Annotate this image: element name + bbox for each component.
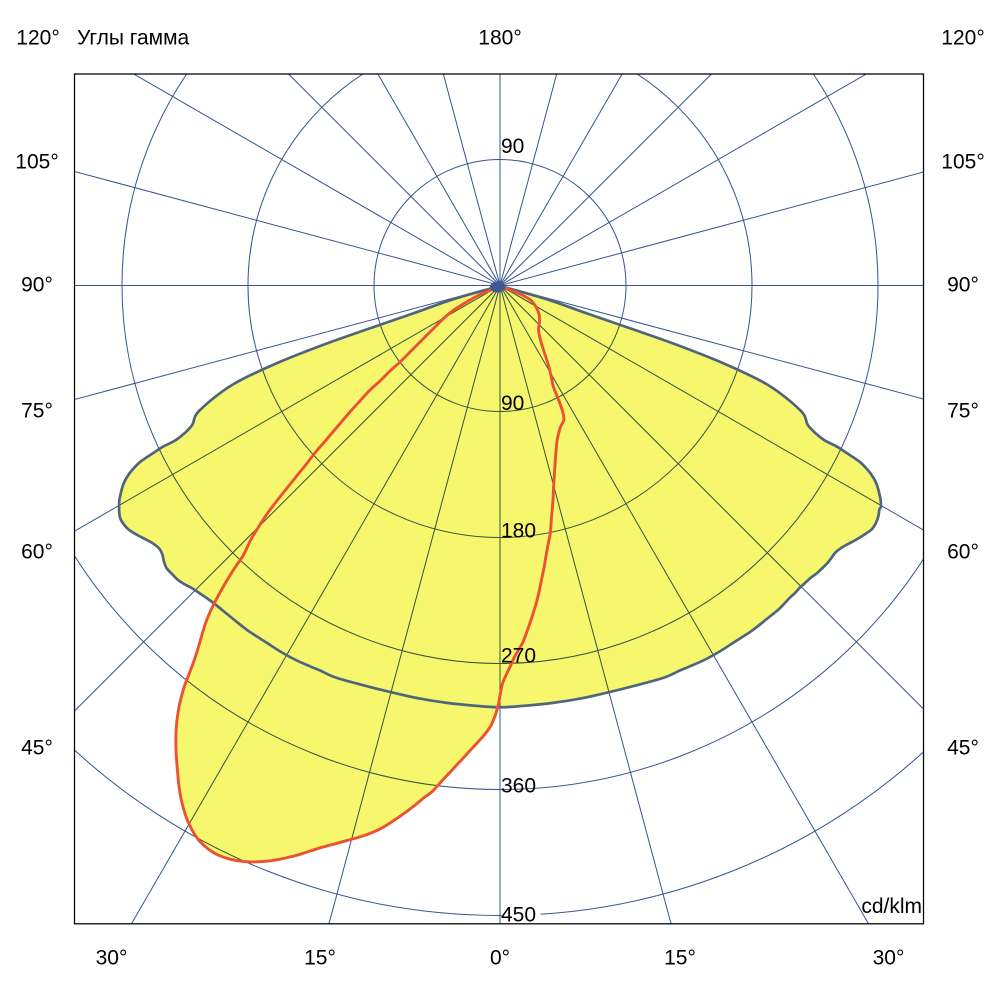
svg-text:90°: 90° <box>21 274 53 297</box>
svg-text:45°: 45° <box>947 737 979 760</box>
svg-text:Углы гамма: Углы гамма <box>77 27 190 50</box>
svg-text:105°: 105° <box>15 151 58 174</box>
svg-text:cd/klm: cd/klm <box>861 895 922 918</box>
svg-text:450: 450 <box>501 904 536 927</box>
svg-text:15°: 15° <box>664 947 696 970</box>
svg-text:180°: 180° <box>478 27 521 50</box>
svg-text:105°: 105° <box>941 151 984 174</box>
svg-text:30°: 30° <box>873 947 905 970</box>
svg-text:60°: 60° <box>21 541 53 564</box>
svg-text:60°: 60° <box>947 541 979 564</box>
svg-text:75°: 75° <box>21 400 53 423</box>
svg-text:45°: 45° <box>21 737 53 760</box>
svg-text:180: 180 <box>501 520 536 543</box>
svg-text:270: 270 <box>501 645 536 668</box>
svg-text:90: 90 <box>501 392 524 415</box>
svg-text:120°: 120° <box>941 27 984 50</box>
svg-text:120°: 120° <box>16 27 59 50</box>
svg-text:30°: 30° <box>96 947 128 970</box>
svg-text:15°: 15° <box>304 947 336 970</box>
svg-text:90: 90 <box>501 135 524 158</box>
svg-text:0°: 0° <box>490 947 510 970</box>
svg-text:75°: 75° <box>947 400 979 423</box>
svg-text:360: 360 <box>501 775 536 798</box>
svg-text:90°: 90° <box>947 274 979 297</box>
